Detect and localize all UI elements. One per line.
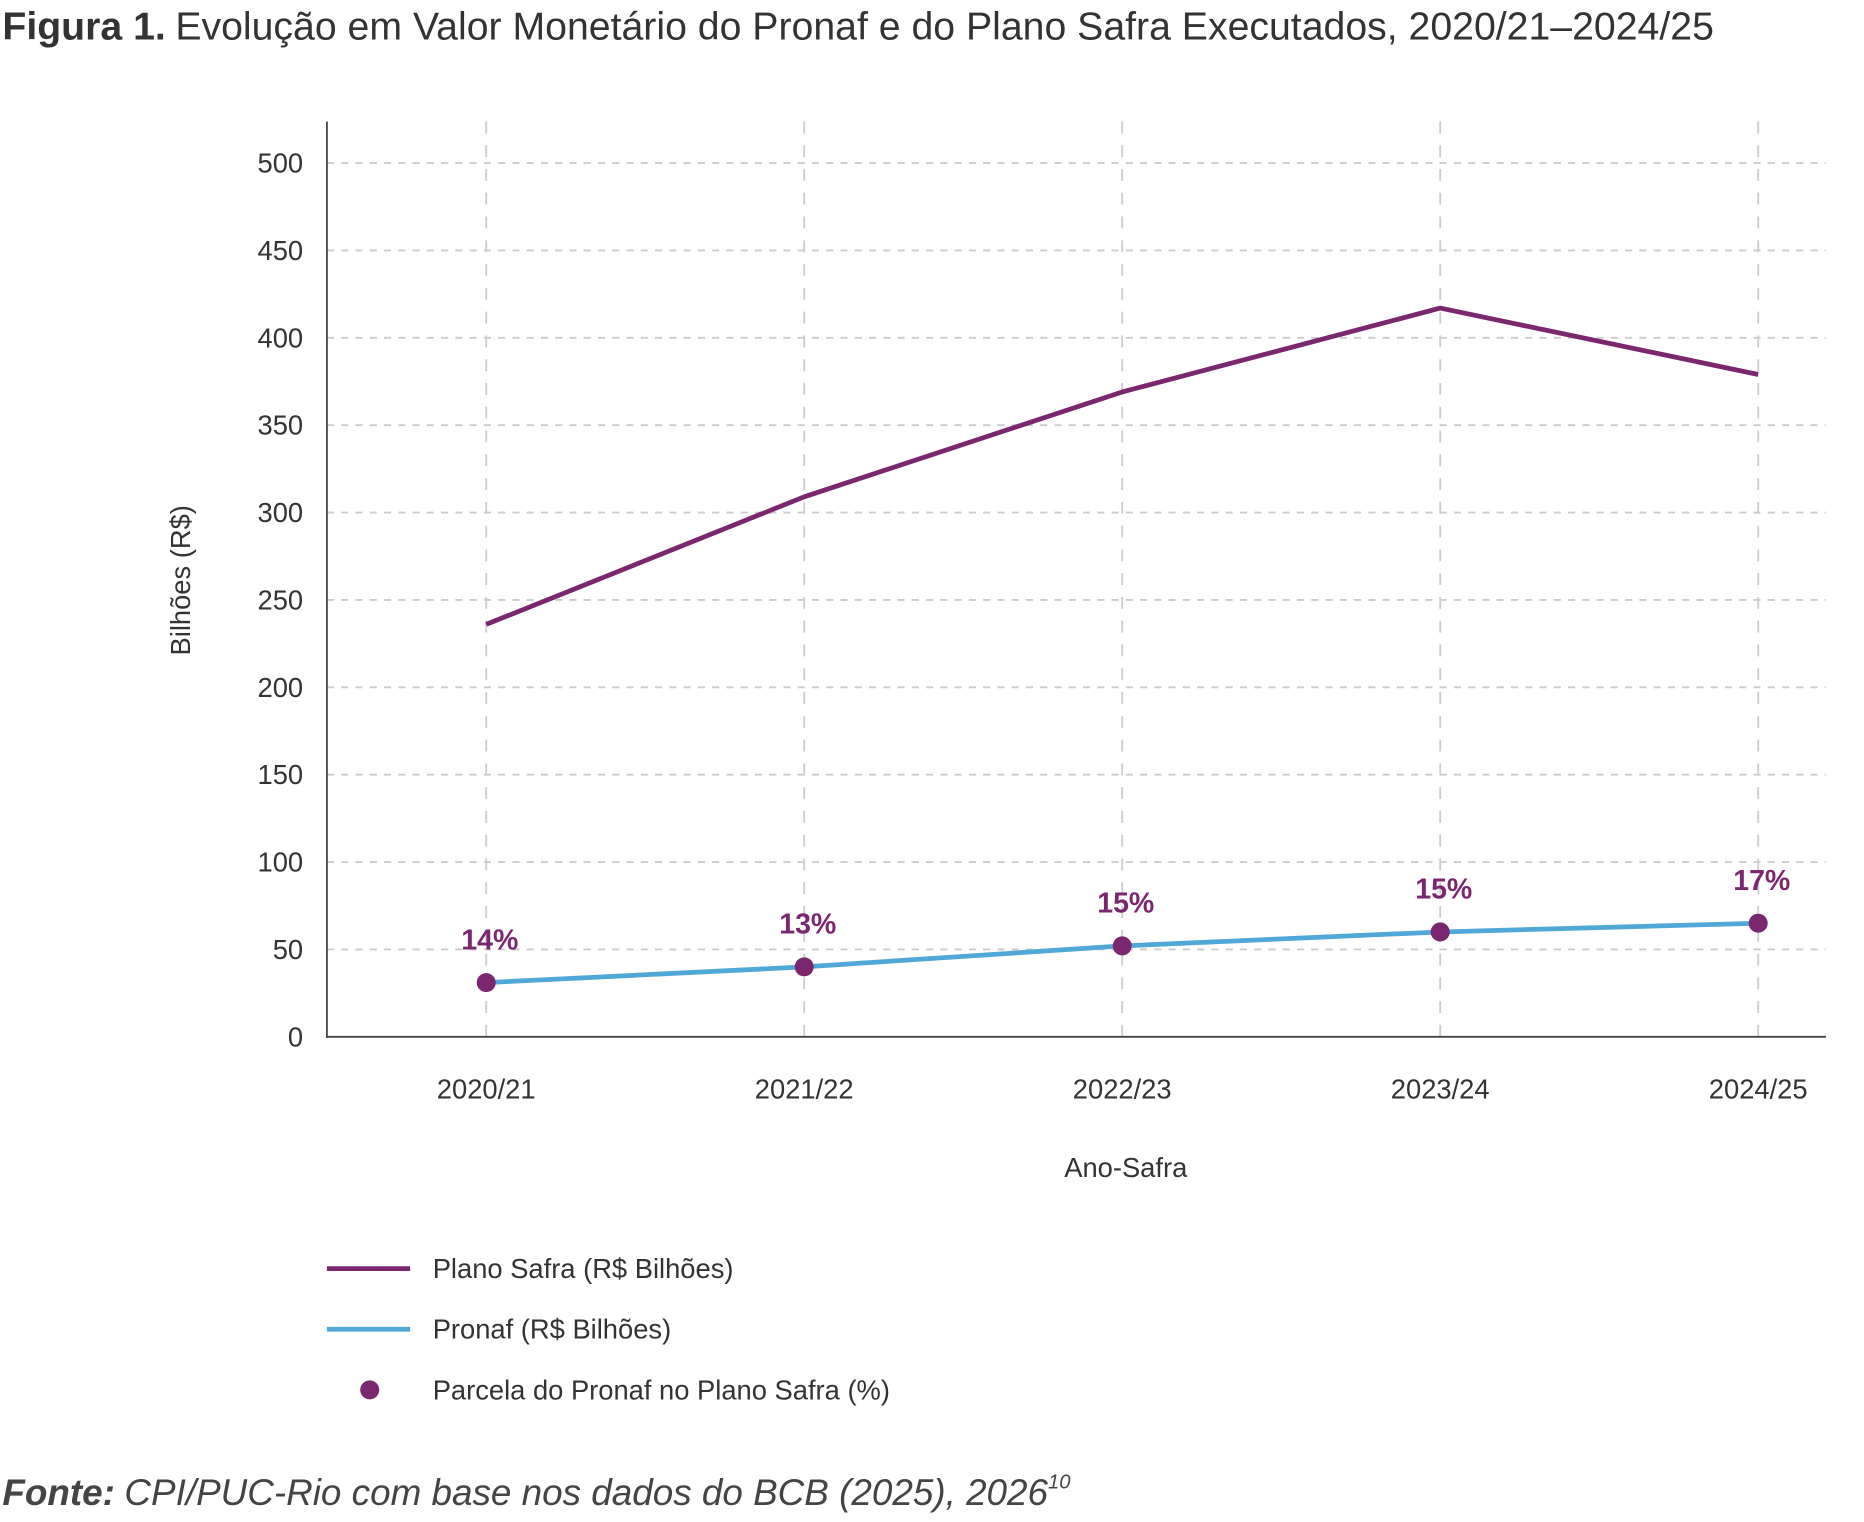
share-marker	[1430, 922, 1450, 942]
y-tick-labels: 0 50 100 150 200 250 300 350 400 450 500	[258, 148, 304, 1053]
share-marker	[794, 957, 814, 977]
figure-number: Figura 1.	[2, 4, 165, 48]
legend-label-plano-safra: Plano Safra (R$ Bilhões)	[433, 1253, 734, 1284]
source-note: Fonte: CPI/PUC-Rio com base nos dados do …	[2, 1472, 1071, 1514]
x-tick-labels: 2020/21 2021/22 2022/23 2023/24 2024/25	[437, 1074, 1808, 1105]
x-tick-label: 2022/23	[1073, 1074, 1172, 1105]
legend-label-pronaf: Pronaf (R$ Bilhões)	[433, 1314, 671, 1345]
grid	[326, 121, 1826, 1037]
share-data-label: 15%	[1415, 874, 1472, 906]
share-data-label: 13%	[779, 909, 836, 941]
share-marker	[476, 973, 496, 993]
share-data-label: 17%	[1733, 865, 1790, 897]
y-tick-label: 250	[258, 584, 304, 615]
legend-swatch-share	[360, 1380, 380, 1400]
y-tick-label: 0	[288, 1021, 303, 1052]
y-tick-label: 200	[258, 672, 304, 703]
legend-label-share: Parcela do Pronaf no Plano Safra (%)	[433, 1374, 890, 1405]
y-tick-label: 50	[273, 934, 303, 965]
x-tick-label: 2023/24	[1391, 1074, 1490, 1105]
series: 14% 13% 15% 15% 17%	[461, 305, 1790, 993]
share-marker	[1748, 913, 1768, 933]
legend: Plano Safra (R$ Bilhões) Pronaf (R$ Bilh…	[326, 1253, 890, 1405]
source-footnote: 10	[1048, 1472, 1071, 1494]
share-data-label: 14%	[461, 924, 518, 956]
y-tick-label: 100	[258, 847, 304, 878]
source-label: Fonte:	[2, 1472, 115, 1513]
y-tick-label: 350	[258, 410, 304, 441]
y-tick-label: 500	[258, 148, 304, 179]
share-data-label: 15%	[1097, 888, 1154, 920]
x-axis-label: Ano-Safra	[1064, 1152, 1188, 1183]
x-tick-label: 2020/21	[437, 1074, 536, 1105]
source-text: CPI/PUC-Rio com base nos dados do BCB (2…	[124, 1472, 1048, 1513]
y-tick-label: 400	[258, 322, 304, 353]
axes	[326, 121, 1826, 1038]
y-tick-label: 150	[258, 759, 304, 790]
y-tick-label: 300	[258, 497, 304, 528]
y-tick-label: 450	[258, 235, 304, 266]
figure-title-text: Evolução em Valor Monetário do Pronaf e …	[175, 4, 1714, 48]
series-line-plano-safra	[485, 305, 1759, 627]
x-tick-label: 2021/22	[755, 1074, 854, 1105]
y-axis-label: Bilhões (R$)	[165, 505, 196, 655]
share-marker	[1112, 936, 1132, 956]
figure-title: Figura 1. Evolução em Valor Monetário do …	[2, 4, 1714, 48]
x-tick-label: 2024/25	[1709, 1074, 1808, 1105]
